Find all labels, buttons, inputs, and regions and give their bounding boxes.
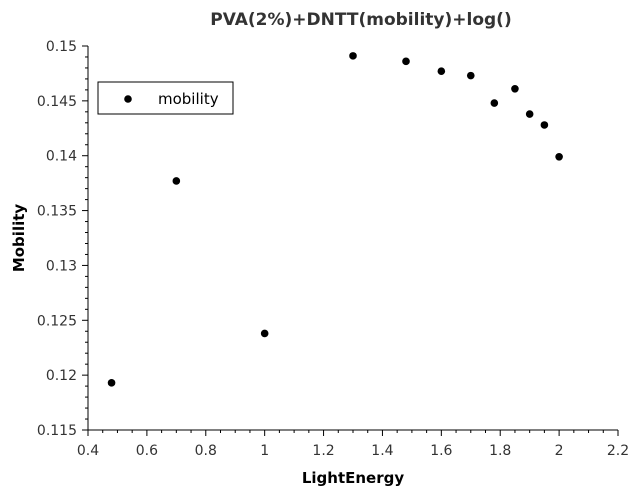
data-points: [107, 52, 563, 387]
data-point: [511, 84, 519, 93]
x-tick-label: 2.2: [607, 443, 629, 459]
x-tick-label: 0.6: [136, 443, 158, 459]
x-tick-label: 0.8: [195, 443, 217, 459]
x-axis-label: LightEnergy: [302, 469, 405, 487]
x-tick-label: 1.6: [430, 443, 452, 459]
y-tick-label: 0.12: [46, 368, 77, 384]
x-tick-label: 2: [555, 443, 564, 459]
y-tick-label: 0.145: [37, 94, 77, 110]
data-point: [402, 57, 410, 66]
x-tick-label: 0.4: [77, 443, 99, 459]
y-tick-label: 0.13: [46, 258, 77, 274]
y-axis-label: Mobility: [10, 204, 28, 273]
y-tick-label: 0.125: [37, 313, 77, 329]
data-point: [555, 153, 563, 161]
y-tick-label: 0.14: [46, 149, 77, 165]
legend: mobility: [97, 81, 234, 115]
y-tick-label: 0.115: [37, 423, 77, 439]
y-tick-label: 0.15: [46, 39, 77, 55]
y-tick-label: 0.135: [37, 204, 77, 220]
x-tick-label: 1.2: [312, 443, 334, 459]
data-point: [437, 67, 446, 76]
legend-entry-mobility: mobility: [158, 90, 219, 108]
data-point: [525, 110, 534, 118]
x-tick-label: 1.4: [371, 443, 393, 459]
data-point: [107, 379, 116, 387]
legend-marker: [124, 95, 132, 103]
data-point: [172, 177, 181, 185]
data-point: [466, 71, 475, 80]
x-tick-label: 1: [260, 443, 269, 459]
data-point: [490, 99, 499, 107]
data-point: [540, 121, 549, 129]
data-point: [260, 329, 269, 338]
x-tick-label: 1.8: [489, 443, 511, 459]
ticks: 0.4 0.6 0.8 1 1.2 1.4 1.6 1.8 2 2.2 0.115 0.12 0.125…: [37, 39, 629, 459]
data-point: [349, 52, 357, 60]
legend-box: [97, 81, 234, 115]
chart-title: PVA(2%)+DNTT(mobility)+log(): [210, 10, 511, 30]
